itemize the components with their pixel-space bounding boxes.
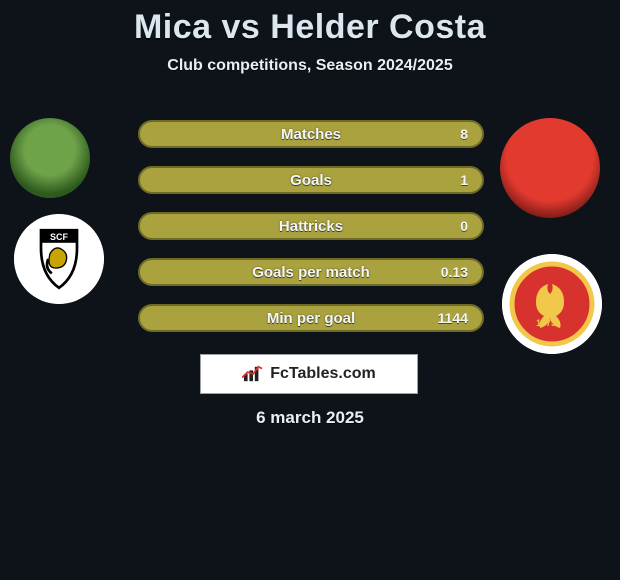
stat-value: 0 [460, 218, 468, 234]
stat-value: 8 [460, 126, 468, 142]
shield-icon: 1875 [502, 254, 602, 354]
stat-label: Min per goal [267, 310, 355, 327]
stat-bar: Hattricks 0 [138, 212, 484, 240]
svg-text:SCF: SCF [50, 232, 69, 242]
stat-bar: Min per goal 1144 [138, 304, 484, 332]
stat-label: Goals per match [252, 264, 370, 281]
stat-bar: Matches 8 [138, 120, 484, 148]
shield-icon: SCF [14, 214, 104, 304]
stat-value: 1 [460, 172, 468, 188]
player-right-avatar [500, 118, 600, 218]
stat-label: Goals [290, 172, 332, 189]
stat-bar: Goals per match 0.13 [138, 258, 484, 286]
footer-date: 6 march 2025 [0, 408, 620, 428]
brand-badge[interactable]: FcTables.com [200, 354, 418, 394]
bar-chart-icon [242, 365, 264, 383]
player-left-avatar [10, 118, 90, 198]
stat-bars: Matches 8 Goals 1 Hattricks 0 Goals per … [138, 120, 484, 350]
stat-label: Hattricks [279, 218, 343, 235]
stat-label: Matches [281, 126, 341, 143]
subtitle: Club competitions, Season 2024/2025 [0, 57, 620, 75]
svg-text:1875: 1875 [536, 318, 556, 328]
club-left-crest: SCF [14, 214, 104, 304]
stat-value: 1144 [438, 310, 468, 326]
brand-text: FcTables.com [270, 365, 376, 383]
page-title: Mica vs Helder Costa [0, 0, 620, 47]
stat-bar: Goals 1 [138, 166, 484, 194]
stat-value: 0.13 [441, 264, 468, 280]
comparison-card: Mica vs Helder Costa Club competitions, … [0, 0, 620, 580]
club-right-crest: 1875 [502, 254, 602, 354]
